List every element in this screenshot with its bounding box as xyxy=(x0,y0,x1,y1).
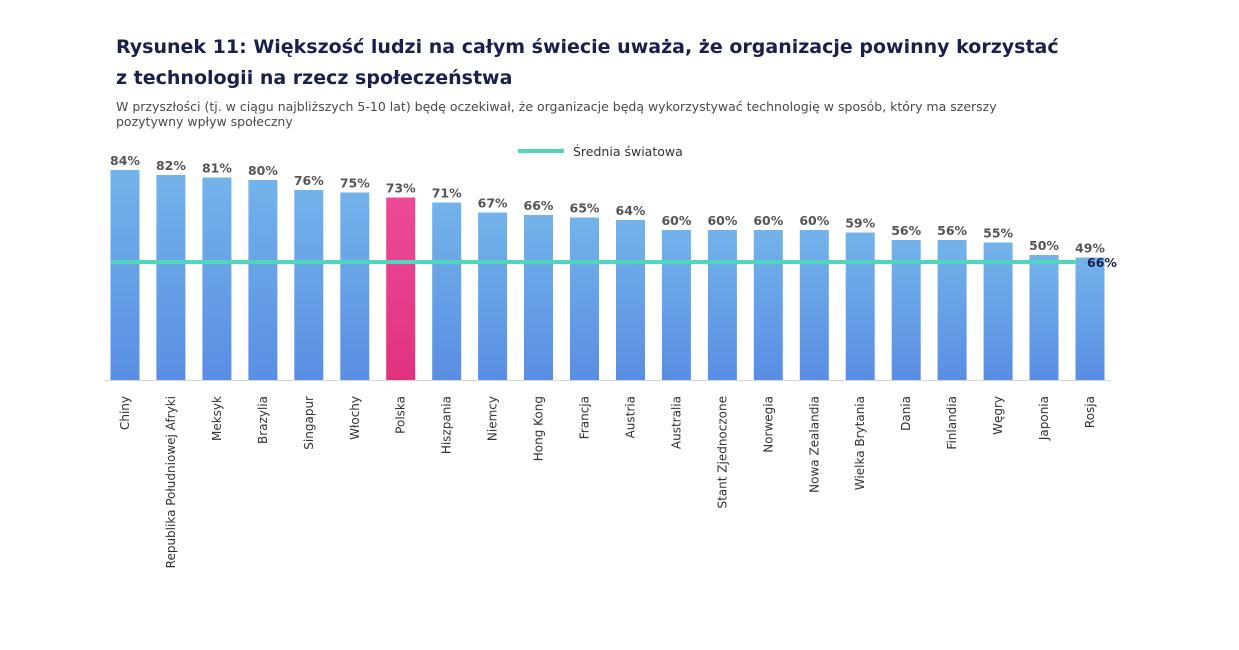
bar-wegry xyxy=(983,242,1013,380)
value-label-wielka-brytania: 59% xyxy=(845,216,875,231)
bar-brazylia xyxy=(248,180,278,380)
value-label-polska: 73% xyxy=(386,181,416,196)
legend-reference-line-label: Średnia światowa xyxy=(573,144,683,159)
value-label-republika-poludniowej-afryki: 82% xyxy=(156,158,186,173)
value-label-nowa-zealandia: 60% xyxy=(799,213,829,228)
bar-austria xyxy=(616,220,645,380)
category-label-singapur: Singapur xyxy=(302,396,316,450)
value-label-wlochy: 75% xyxy=(340,176,370,191)
category-label-wielka-brytania: Wielka Brytania xyxy=(853,396,867,490)
value-label-rosja: 49% xyxy=(1075,241,1105,256)
value-label-norwegia: 60% xyxy=(753,213,783,228)
bar-polska xyxy=(386,197,416,380)
legend: Średnia światowa xyxy=(518,144,683,159)
category-label-hong-kong: Hong Kong xyxy=(532,396,546,461)
value-label-wegry: 55% xyxy=(983,226,1013,241)
value-label-stant-zjednoczone: 60% xyxy=(707,213,737,228)
bar-rosja xyxy=(1075,257,1105,380)
bar-japonia xyxy=(1029,255,1059,380)
value-label-finlandia: 56% xyxy=(937,223,967,238)
value-label-singapur: 76% xyxy=(294,173,324,188)
category-label-rosja: Rosja xyxy=(1083,396,1097,428)
chart-title: Rysunek 11: Większość ludzi na całym świ… xyxy=(116,36,1059,89)
bar-meksyk xyxy=(202,177,232,380)
value-label-japonia: 50% xyxy=(1029,238,1059,253)
value-label-australia: 60% xyxy=(661,213,691,228)
category-label-hiszpania: Hiszpania xyxy=(440,396,454,454)
value-label-austria: 64% xyxy=(616,203,646,218)
category-label-polska: Polska xyxy=(394,396,408,434)
value-label-brazylia: 80% xyxy=(248,163,278,178)
bar-hiszpania xyxy=(432,202,462,380)
bar-republika-poludniowej-afryki xyxy=(156,175,186,380)
bar-wielka-brytania xyxy=(845,232,875,380)
category-label-wlochy: Włochy xyxy=(348,396,362,440)
chart-subtitle: W przyszłości (tj. w ciągu najbliższych … xyxy=(116,99,997,129)
category-label-niemcy: Niemcy xyxy=(486,396,500,441)
category-label-austria: Austria xyxy=(624,396,638,438)
bar-singapur xyxy=(294,190,324,380)
bar-nowa-zealandia xyxy=(799,230,829,380)
category-label-stant-zjednoczone: Stant Zjednoczone xyxy=(715,396,729,509)
category-label-meksyk: Meksyk xyxy=(210,396,224,441)
value-label-meksyk: 81% xyxy=(202,161,232,176)
category-label-finlandia: Finlandia xyxy=(945,396,959,450)
value-label-dania: 56% xyxy=(891,223,921,238)
value-label-chiny: 84% xyxy=(110,153,140,168)
value-label-hong-kong: 66% xyxy=(524,198,554,213)
category-label-japonia: Japonia xyxy=(1037,396,1051,441)
bar-niemcy xyxy=(478,212,508,380)
category-label-francja: Francja xyxy=(578,396,592,439)
bar-francja xyxy=(570,217,599,380)
average-reference-label: 66% xyxy=(1087,255,1117,270)
bar-chiny xyxy=(110,170,140,380)
value-label-niemcy: 67% xyxy=(478,196,508,211)
category-label-norwegia: Norwegia xyxy=(761,396,775,453)
bar-stant-zjednoczone xyxy=(707,230,737,380)
bar-australia xyxy=(661,230,691,380)
bar-wlochy xyxy=(340,192,370,380)
category-label-dania: Dania xyxy=(899,396,913,431)
category-label-nowa-zealandia: Nowa Zealandia xyxy=(807,396,821,493)
category-label-republika-poludniowej-afryki: Republika Południowej Afryki xyxy=(164,396,178,568)
category-label-wegry: Węgry xyxy=(991,396,1005,435)
bar-norwegia xyxy=(753,230,783,380)
value-label-francja: 65% xyxy=(570,201,600,216)
category-label-chiny: Chiny xyxy=(118,396,132,430)
category-label-australia: Australia xyxy=(669,396,683,449)
bar-hong-kong xyxy=(524,215,553,380)
category-label-brazylia: Brazylia xyxy=(256,396,270,444)
value-label-hiszpania: 71% xyxy=(432,186,462,201)
